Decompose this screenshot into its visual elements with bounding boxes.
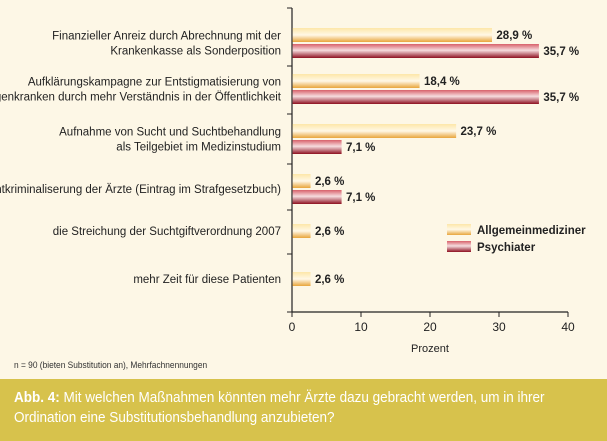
data-label: 2,6 %	[315, 176, 344, 188]
legend-swatch-allgemeinmediziner	[447, 224, 471, 235]
x-tick-label: 0	[289, 320, 296, 334]
legend-label: Allgemeinmediziner	[477, 225, 586, 237]
figure-caption: Abb. 4: Mit welchen Maßnahmen könnten me…	[0, 379, 607, 441]
x-tick-label: 10	[354, 320, 368, 334]
legend-swatch-psychiater	[447, 241, 471, 252]
bar-allgemeinmediziner	[292, 174, 311, 188]
category-label: Drogenkranken durch mehr Verständnis in …	[0, 92, 282, 104]
category-label: Aufnahme von Sucht und Suchtbehandlung	[59, 127, 281, 139]
bar-psychiater	[292, 140, 342, 154]
category-label: die Entkriminaliserung der Ärzte (Eintra…	[0, 184, 281, 196]
data-label: 2,6 %	[315, 226, 344, 238]
category-label: die Streichung der Suchtgiftverordnung 2…	[53, 226, 281, 238]
bar-psychiater	[292, 44, 539, 58]
data-label: 7,1 %	[346, 142, 375, 154]
data-label: 23,7 %	[461, 126, 497, 138]
data-label: 7,1 %	[346, 192, 375, 204]
bar-allgemeinmediziner	[292, 28, 493, 42]
caption-text: Mit welchen Maßnahmen könnten mehr Ärzte…	[14, 389, 545, 426]
legend-label: Psychiater	[477, 242, 536, 254]
category-label: als Teilgebiet im Medizinstudium	[116, 142, 281, 154]
bar-allgemeinmediziner	[292, 74, 420, 88]
x-tick-label: 30	[492, 320, 506, 334]
category-label: Krankenkasse als Sonderposition	[110, 46, 281, 58]
data-label: 18,4 %	[424, 76, 460, 88]
bar-chart: 0 10 20 30 40 Prozent Finanzieller Anreiz durc…	[0, 7, 586, 355]
bar-allgemeinmediziner	[292, 272, 311, 286]
category-label: Finanzieller Anreiz durch Abrechnung mit…	[52, 31, 281, 43]
sample-note: n = 90 (bieten Substitution an), Mehrfac…	[14, 360, 208, 371]
data-label: 28,9 %	[496, 30, 532, 42]
data-label: 35,7 %	[543, 92, 579, 104]
category-label: Aufklärungskampagne zur Entstigmatisieru…	[28, 77, 281, 89]
x-axis-title: Prozent	[411, 343, 449, 355]
data-label: 2,6 %	[315, 274, 344, 286]
bar-allgemeinmediziner	[292, 224, 311, 238]
category-label: mehr Zeit für diese Patienten	[133, 274, 281, 286]
caption-label: Abb. 4:	[14, 389, 60, 406]
bar-psychiater	[292, 90, 539, 104]
bar-allgemeinmediziner	[292, 124, 457, 138]
bar-psychiater	[292, 190, 342, 204]
data-label: 35,7 %	[543, 46, 579, 58]
x-tick-label: 20	[423, 320, 437, 334]
x-tick-label: 40	[561, 320, 575, 334]
